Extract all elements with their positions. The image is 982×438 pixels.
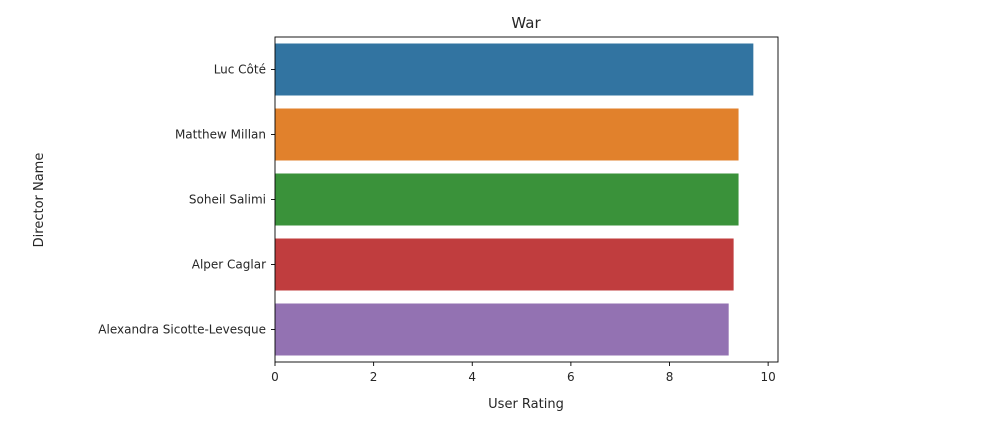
y-ticks-group: Luc Côté Matthew Millan Soheil Salimi Alper… [98,63,275,337]
x-tick-label: 6 [567,370,575,384]
x-tick-label: 10 [760,370,775,384]
y-tick-label: Matthew Millan [175,128,266,142]
chart-title: War [511,14,541,32]
x-ticks-group: 0 2 4 6 8 10 [271,362,776,384]
bar-2 [275,173,739,226]
bars-group [275,43,754,356]
x-axis-label: User Rating [488,397,564,412]
y-axis-label: Director Name [32,153,47,248]
x-tick-label: 0 [271,370,279,384]
plot-frame [274,36,779,363]
x-tick-label: 4 [468,370,476,384]
y-tick-label: Alexandra Sicotte-Levesque [98,323,266,337]
y-tick-label: Luc Côté [214,63,266,77]
bar-0 [275,43,754,96]
x-tick-label: 8 [666,370,674,384]
bar-1 [275,108,739,161]
y-tick-label: Soheil Salimi [189,193,266,207]
x-tick-label: 2 [370,370,378,384]
bar-3 [275,238,734,291]
y-tick-label: Alper Caglar [192,258,266,272]
bar-4 [275,303,729,356]
